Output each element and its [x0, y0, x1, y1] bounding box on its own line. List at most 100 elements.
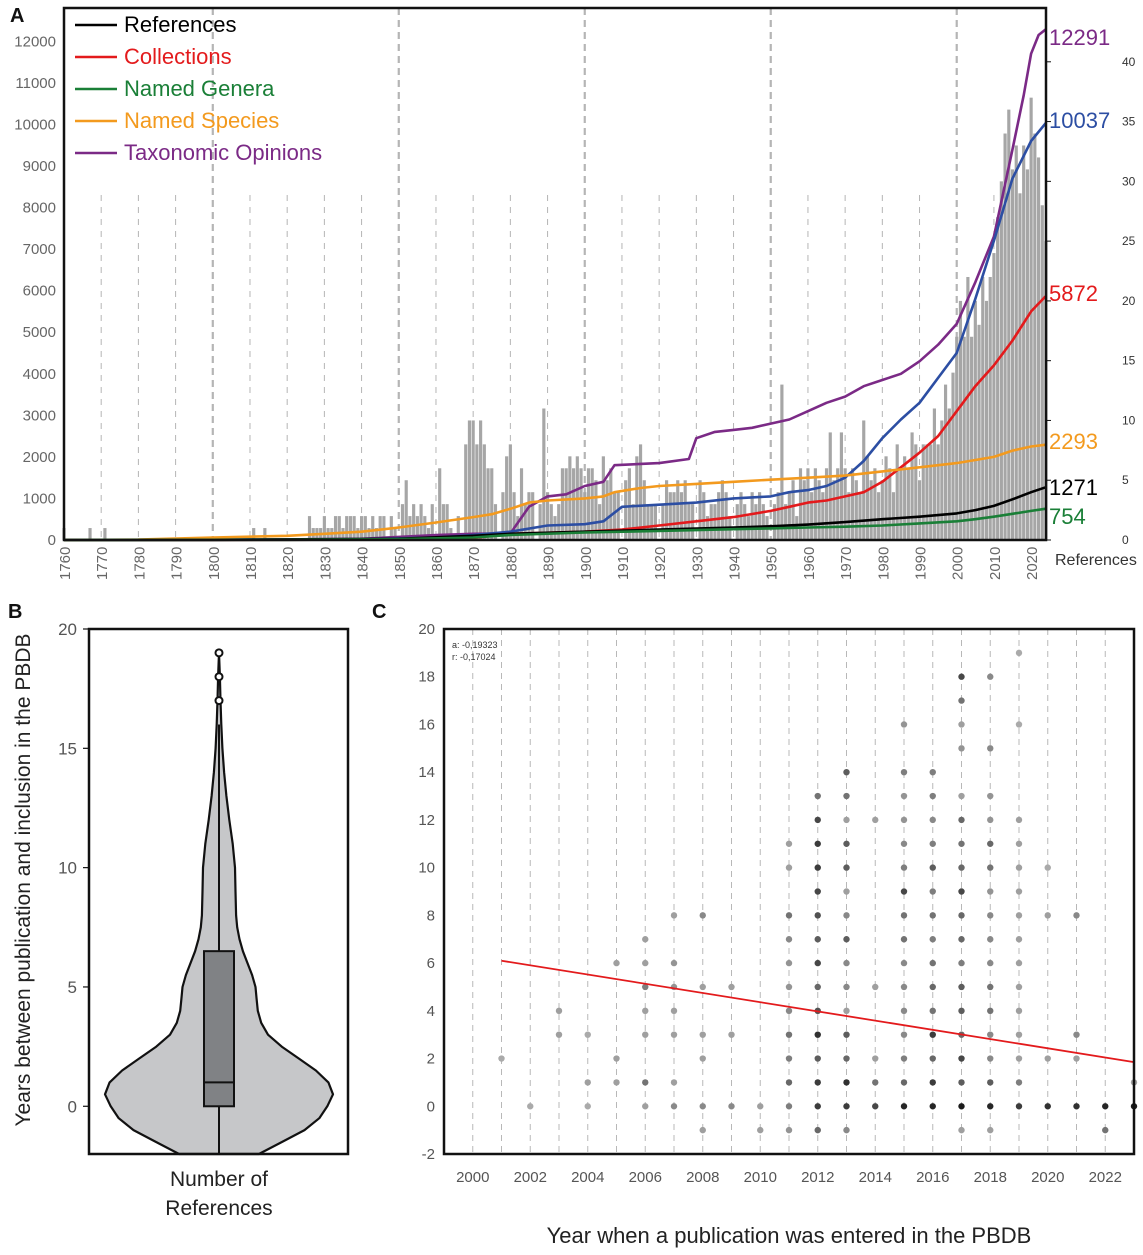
point-2016-0 [929, 1103, 936, 1110]
point-2013-9 [843, 888, 850, 895]
point-2017-6 [958, 959, 965, 967]
panel-a-y2-ticks: 0 5 10 15 20 25 30 35 40 [1046, 55, 1136, 547]
point-2010--1 [757, 1126, 764, 1134]
b-y-tick-20: 20 [58, 620, 77, 639]
reference-bar-1978 [873, 468, 877, 540]
c-x-tick-2022: 2022 [1089, 1169, 1122, 1186]
reference-bar-2017 [1018, 193, 1022, 540]
point-2019-2 [1015, 1055, 1023, 1062]
reference-bar-1873 [482, 444, 486, 540]
reference-bar-1992 [925, 444, 929, 540]
point-2008-0 [699, 1103, 706, 1110]
point-2012-1 [814, 1079, 821, 1086]
point-2012-8 [814, 912, 821, 919]
c-x-tick-2004: 2004 [571, 1169, 604, 1186]
reference-bar-1955 [787, 492, 791, 540]
reference-bar-1901 [586, 468, 591, 540]
reference-bar-1892 [553, 516, 557, 540]
x-tick-1820: 1820 [280, 547, 297, 580]
violin-outlier-19 [214, 648, 224, 658]
reference-bar-1982 [888, 468, 892, 540]
y2-tick-40: 40 [1122, 55, 1136, 69]
panel-b-y-axis-label: Years between publication and inclusion … [12, 633, 35, 1126]
point-2013-12 [843, 816, 850, 824]
end-label-1271: 1271 [1049, 475, 1098, 500]
point-2006-3 [642, 1031, 649, 1038]
point-2019-3 [1015, 1031, 1023, 1038]
x-tick-1810: 1810 [243, 547, 260, 580]
point-2013--1 [843, 1126, 850, 1134]
point-2012-5 [814, 983, 821, 991]
reference-bar-1935 [713, 504, 717, 540]
series-line-references [63, 485, 1047, 542]
reference-bar-2016 [1014, 145, 1018, 540]
point-2005-6 [613, 959, 620, 967]
reference-bar-1905 [601, 456, 605, 540]
panel-b-letter: B [8, 601, 22, 623]
point-2019-11 [1015, 840, 1023, 847]
point-2007-1 [670, 1079, 678, 1086]
reference-bar-1891 [549, 504, 553, 540]
reference-bar-1838 [352, 516, 356, 540]
point-2017-9 [958, 888, 965, 895]
reference-bar-1885 [527, 492, 531, 540]
reference-bar-1961 [810, 492, 814, 540]
point-2004-0 [584, 1103, 591, 1110]
point-2018-7 [987, 936, 994, 943]
point-2013-14 [843, 768, 850, 776]
violin-outlier-18 [214, 672, 224, 682]
c-x-tick-2002: 2002 [514, 1169, 547, 1186]
series-line-blue [63, 121, 1048, 542]
legend-label-species: Named Species [124, 108, 279, 133]
reference-bar-1954 [784, 504, 788, 540]
point-2018-12 [987, 816, 994, 824]
end-label-12291: 12291 [1049, 25, 1110, 50]
point-2013-13 [843, 792, 850, 800]
reference-bar-1880 [508, 444, 512, 540]
reference-bar-1857 [423, 516, 427, 540]
point-2017-12 [958, 816, 965, 824]
point-2014-1 [872, 1079, 879, 1086]
point-2011-5 [785, 983, 793, 991]
y-tick-8000: 8000 [23, 200, 56, 217]
reference-bar-1840 [359, 516, 364, 540]
point-2016-5 [929, 983, 936, 991]
y2-tick-15: 15 [1122, 354, 1136, 368]
y2-tick-30: 30 [1122, 174, 1136, 188]
legend-label-opinions: Taxonomic Opinions [124, 140, 322, 165]
point-2022--1 [1102, 1126, 1109, 1134]
reference-bar-1960 [806, 468, 810, 540]
reference-bar-1894 [560, 468, 565, 540]
point-2020-2 [1044, 1055, 1051, 1062]
reference-bar-1986 [903, 456, 907, 540]
point-2022-0 [1102, 1103, 1109, 1110]
reference-bar-1977 [869, 480, 873, 540]
point-2015-11 [900, 840, 908, 847]
reference-bar-1989 [914, 444, 918, 540]
series-line-species [63, 443, 1047, 542]
point-2015-9 [900, 888, 908, 895]
point-2018-15 [987, 745, 994, 752]
reference-bar-1843 [371, 516, 375, 540]
reference-bar-1972 [850, 468, 855, 540]
point-2009-3 [728, 1031, 735, 1038]
point-2006-6 [642, 959, 649, 967]
reference-bar-1869 [467, 420, 472, 540]
point-2012-10 [814, 864, 821, 871]
reference-bar-1870 [471, 420, 475, 540]
reference-bar-1953 [780, 384, 784, 540]
reference-bar-1884 [523, 504, 527, 540]
c-y-tick-12: 12 [418, 812, 435, 829]
point-2016-9 [929, 888, 936, 895]
reference-bar-2002 [962, 336, 966, 540]
x-tick-1890: 1890 [541, 547, 558, 580]
panel-c-x-ticks: 2000 2002 2004 2006 2008 2010 2012 2014 2016 2018… [456, 1169, 1122, 1186]
point-2006-5 [642, 983, 649, 991]
point-2018-2 [987, 1055, 994, 1062]
reference-bar-1943 [743, 504, 747, 540]
point-2015-6 [900, 959, 908, 967]
reference-bar-1999 [951, 372, 955, 540]
point-2021-0 [1073, 1103, 1080, 1110]
y2-tick-35: 35 [1122, 115, 1136, 129]
